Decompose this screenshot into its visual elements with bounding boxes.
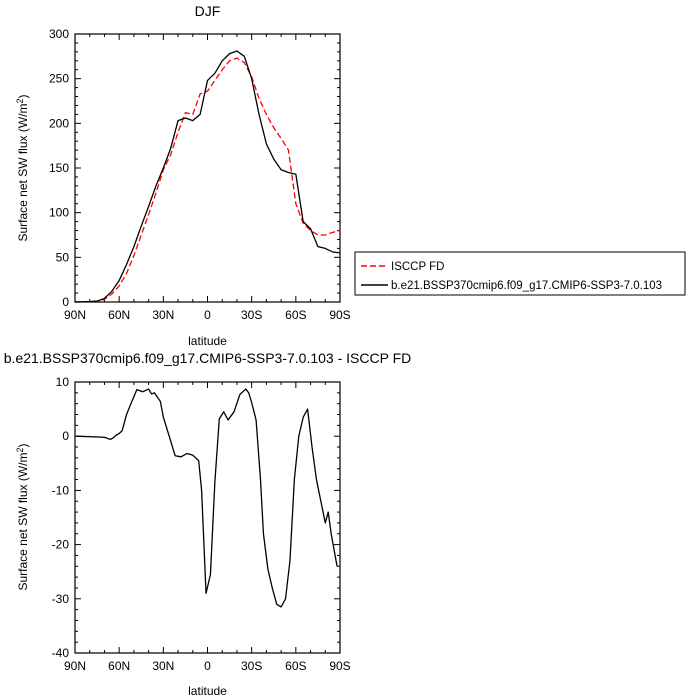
legend: ISCCP FD b.e21.BSSP370cmip6.f09_g17.CMIP… xyxy=(354,251,686,296)
bottom-x-tick-label: 30N xyxy=(152,659,174,673)
top-xlabel: latitude xyxy=(188,334,227,348)
bottom-y-tick-label: -20 xyxy=(52,538,70,552)
legend-box xyxy=(354,251,686,296)
bottom-x-tick-label: 30S xyxy=(241,659,262,673)
top-x-tick-label: 30N xyxy=(152,308,174,322)
legend-label-model: b.e21.BSSP370cmip6.f09_g17.CMIP6-SSP3-7.… xyxy=(391,280,662,292)
top-series xyxy=(74,50,341,303)
top-x-tick-label: 60N xyxy=(108,308,130,322)
top-series-line-0 xyxy=(74,57,341,303)
bottom-ylabel-text: Surface net SW flux (W/m xyxy=(16,452,30,590)
top-chart-title: DJF xyxy=(195,3,221,19)
top-y-tick-label: 250 xyxy=(49,72,69,86)
top-series-line-1 xyxy=(74,50,341,303)
bottom-chart: b.e21.BSSP370cmip6.f09_g17.CMIP6-SSP3-7.… xyxy=(4,350,412,698)
bottom-series xyxy=(76,388,338,608)
bottom-xlabel: latitude xyxy=(188,684,227,698)
bottom-y-tick-label: -40 xyxy=(52,646,70,660)
top-y-tick-label: 150 xyxy=(49,161,69,175)
bottom-y-tick-label: -30 xyxy=(52,592,70,606)
bottom-x-tick-label: 60S xyxy=(285,659,306,673)
bottom-ylabel-sup: 2 xyxy=(15,447,25,452)
bottom-ticks: 90N 60N 30N 0 30S 60S 90S -40 -30 -20 -10 0 10 xyxy=(52,375,351,673)
bottom-ylabel-tail: ) xyxy=(16,443,30,447)
top-x-tick-label: 0 xyxy=(204,308,211,322)
top-chart: DJF 90N 60N 30N 0 30S 60S 90S 0 50 100 150 200 250 30… xyxy=(15,3,351,348)
bottom-y-tick-label: 10 xyxy=(56,375,70,389)
top-y-tick-label: 200 xyxy=(49,116,69,130)
top-y-tick-label: 300 xyxy=(49,27,69,41)
top-x-tick-label: 60S xyxy=(285,308,306,322)
bottom-y-tick-label: 0 xyxy=(62,429,69,443)
top-ylabel-sup: 2 xyxy=(15,98,25,103)
bottom-chart-title: b.e21.BSSP370cmip6.f09_g17.CMIP6-SSP3-7.… xyxy=(4,350,412,366)
top-x-tick-label: 30S xyxy=(241,308,262,322)
bottom-ylabel: Surface net SW flux (W/m2) xyxy=(15,443,30,590)
bottom-x-tick-label: 0 xyxy=(204,659,211,673)
bottom-x-tick-label: 90S xyxy=(329,659,350,673)
top-y-tick-label: 0 xyxy=(62,295,69,309)
bottom-x-tick-label: 90N xyxy=(64,659,86,673)
top-y-tick-label: 50 xyxy=(56,250,70,264)
top-ylabel-text: Surface net SW flux (W/m xyxy=(16,103,30,241)
top-x-tick-label: 90N xyxy=(64,308,86,322)
bottom-y-tick-label: -10 xyxy=(52,483,70,497)
top-y-tick-label: 100 xyxy=(49,206,69,220)
bottom-plot-frame xyxy=(74,381,341,654)
top-ticks: 90N 60N 30N 0 30S 60S 90S 0 50 100 150 200 250 300 xyxy=(49,27,351,322)
bottom-x-tick-label: 60N xyxy=(108,659,130,673)
top-x-tick-label: 90S xyxy=(329,308,350,322)
top-ylabel-tail: ) xyxy=(16,94,30,98)
top-ylabel: Surface net SW flux (W/m2) xyxy=(15,94,30,241)
legend-label-isccp: ISCCP FD xyxy=(391,261,444,273)
top-plot-frame xyxy=(74,33,341,303)
bottom-series-line-0 xyxy=(76,388,338,608)
